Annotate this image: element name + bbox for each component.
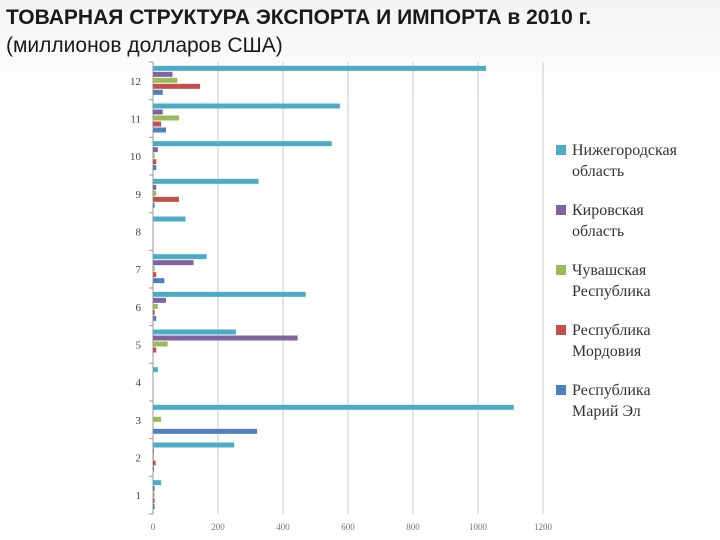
bar bbox=[153, 480, 162, 486]
bar bbox=[153, 278, 165, 284]
bar bbox=[153, 103, 340, 109]
bar bbox=[153, 428, 257, 434]
bar bbox=[153, 492, 155, 498]
bar bbox=[153, 165, 157, 171]
y-tick-label: 3 bbox=[136, 415, 142, 427]
bar bbox=[153, 498, 155, 504]
legend-label: Чувашская Республика bbox=[572, 262, 651, 300]
legend-swatch bbox=[556, 265, 566, 275]
bar bbox=[153, 347, 157, 353]
bar bbox=[153, 141, 332, 147]
bar bbox=[153, 190, 157, 196]
y-tick-label: 11 bbox=[130, 114, 141, 126]
bar bbox=[153, 77, 178, 83]
legend-swatch bbox=[556, 385, 566, 395]
legend-item: Республика Мордовия bbox=[556, 320, 716, 362]
chart-legend: Нижегородская область Кировская область Чува… bbox=[556, 140, 716, 440]
bar bbox=[153, 83, 201, 89]
bar bbox=[153, 404, 514, 410]
bar bbox=[153, 260, 194, 266]
bar bbox=[153, 127, 166, 133]
legend-item: Нижегородская область bbox=[556, 140, 716, 182]
bar bbox=[153, 272, 157, 278]
bar bbox=[153, 454, 154, 460]
bar bbox=[153, 109, 163, 115]
x-tick-label: 800 bbox=[406, 522, 420, 532]
bar bbox=[153, 315, 157, 321]
bar bbox=[153, 202, 155, 208]
bar bbox=[153, 121, 162, 127]
chart-title-line-2: (миллионов долларов США) bbox=[6, 34, 283, 57]
bar bbox=[153, 178, 259, 184]
legend-item: Кировская область bbox=[556, 200, 716, 242]
legend-swatch bbox=[556, 325, 566, 335]
y-tick-label: 9 bbox=[136, 189, 142, 201]
bar bbox=[153, 71, 173, 77]
y-tick-label: 5 bbox=[136, 340, 142, 352]
bar bbox=[153, 466, 154, 472]
y-tick-label: 1 bbox=[136, 490, 142, 502]
bar bbox=[153, 416, 162, 422]
legend-label: Кировская область bbox=[572, 202, 644, 240]
legend-item: Республика Марий Эл bbox=[556, 380, 716, 422]
legend-label: Нижегородская область bbox=[572, 142, 677, 180]
bar bbox=[153, 216, 186, 222]
x-tick-label: 0 bbox=[151, 522, 156, 532]
y-tick-label: 6 bbox=[136, 302, 142, 314]
legend-item: Чувашская Республика bbox=[556, 260, 716, 302]
bar bbox=[153, 147, 158, 153]
y-tick-label: 8 bbox=[136, 227, 142, 239]
bar bbox=[153, 184, 157, 190]
x-tick-label: 1200 bbox=[534, 522, 553, 532]
x-tick-label: 200 bbox=[211, 522, 225, 532]
bar bbox=[153, 89, 163, 95]
legend-label: Республика Мордовия bbox=[572, 322, 651, 360]
bar bbox=[153, 196, 179, 202]
y-tick-label: 2 bbox=[136, 453, 142, 465]
bar bbox=[153, 341, 168, 347]
bar bbox=[153, 460, 156, 466]
bar bbox=[153, 448, 154, 454]
bar bbox=[153, 297, 166, 303]
y-tick-label: 10 bbox=[130, 151, 142, 163]
bar bbox=[153, 115, 179, 121]
legend-swatch bbox=[556, 145, 566, 155]
bar bbox=[153, 504, 155, 510]
x-tick-label: 1000 bbox=[469, 522, 488, 532]
bar bbox=[153, 153, 155, 159]
y-tick-label: 4 bbox=[136, 377, 142, 389]
bar bbox=[153, 442, 235, 448]
bar bbox=[153, 367, 158, 373]
legend-swatch bbox=[556, 205, 566, 215]
bar bbox=[153, 335, 298, 341]
chart-title-line-1: ТОВАРНАЯ СТРУКТУРА ЭКСПОРТА И ИМПОРТА в … bbox=[6, 6, 592, 29]
y-tick-label: 7 bbox=[136, 264, 142, 276]
x-tick-label: 600 bbox=[341, 522, 355, 532]
chart-title: ТОВАРНАЯ СТРУКТУРА ЭКСПОРТА И ИМПОРТА в … bbox=[6, 4, 591, 60]
bar bbox=[153, 309, 155, 315]
y-tick-label: 12 bbox=[130, 76, 141, 88]
bar bbox=[153, 291, 306, 297]
bar bbox=[153, 159, 157, 165]
bar bbox=[153, 266, 155, 272]
bar bbox=[153, 486, 155, 492]
legend-label: Республика Марий Эл bbox=[572, 382, 651, 420]
bar bbox=[153, 329, 236, 335]
bar bbox=[153, 303, 158, 309]
bar bbox=[153, 254, 207, 260]
bar bbox=[153, 65, 487, 71]
x-tick-label: 400 bbox=[276, 522, 290, 532]
